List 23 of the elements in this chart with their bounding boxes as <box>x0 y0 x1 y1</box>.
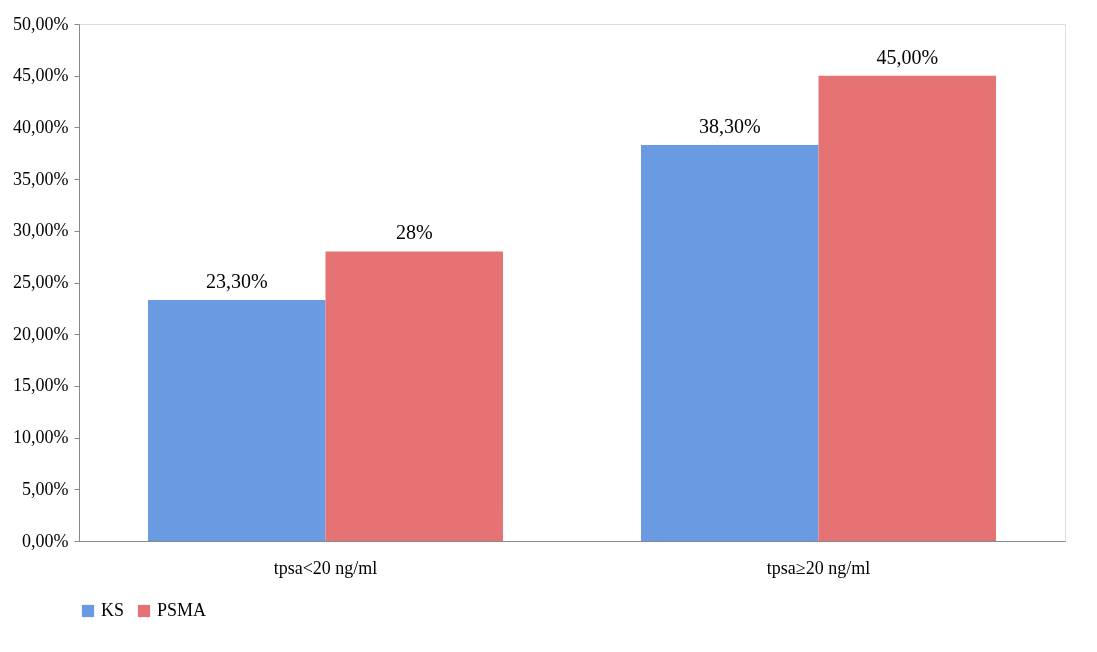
bar <box>148 300 326 541</box>
y-tick-label: 35,00% <box>13 168 69 189</box>
x-tick-label: tpsa<20 ng/ml <box>273 557 378 578</box>
data-label: 23,30% <box>205 270 268 293</box>
data-label: 28% <box>395 221 433 244</box>
y-tick-label: 25,00% <box>13 272 69 292</box>
y-tick-label: 0,00% <box>22 530 69 551</box>
x-tick-label: tpsa≥20 ng/ml <box>766 557 871 578</box>
bar <box>641 144 819 541</box>
y-tick-label: 40,00% <box>13 116 69 137</box>
legend-label: PSMA <box>157 600 207 620</box>
y-tick-label: 10,00% <box>13 427 69 448</box>
y-tick-label: 30,00% <box>13 220 69 241</box>
y-tick-label: 5,00% <box>22 478 69 499</box>
bar <box>818 75 996 541</box>
y-tick-label: 45,00% <box>13 65 69 86</box>
legend-label: KS <box>101 600 125 620</box>
data-label: 45,00% <box>876 45 939 68</box>
bar <box>325 251 503 541</box>
y-tick-label: 20,00% <box>13 323 69 344</box>
data-label: 38,30% <box>698 114 761 137</box>
y-tick-label: 15,00% <box>13 375 69 396</box>
y-tick-label: 50,00% <box>13 13 69 34</box>
